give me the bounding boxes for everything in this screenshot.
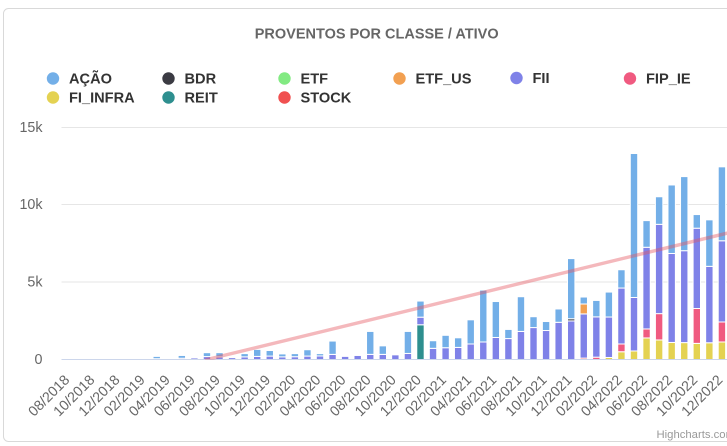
svg-text:FII: FII bbox=[533, 71, 550, 87]
svg-text:15k: 15k bbox=[19, 120, 43, 136]
svg-text:FIP_IE: FIP_IE bbox=[646, 72, 691, 88]
svg-text:10k: 10k bbox=[19, 197, 43, 213]
svg-text:Highcharts.com: Highcharts.com bbox=[657, 429, 727, 441]
svg-text:0: 0 bbox=[35, 352, 43, 368]
svg-text:STOCK: STOCK bbox=[301, 91, 352, 107]
svg-text:REIT: REIT bbox=[185, 91, 218, 107]
svg-text:FI_INFRA: FI_INFRA bbox=[69, 91, 135, 107]
svg-text:AÇÃO: AÇÃO bbox=[69, 70, 112, 88]
svg-text:ETF: ETF bbox=[301, 72, 329, 88]
svg-text:ETF_US: ETF_US bbox=[416, 72, 472, 88]
svg-text:BDR: BDR bbox=[185, 72, 217, 88]
svg-text:5k: 5k bbox=[27, 275, 43, 291]
svg-text:PROVENTOS POR CLASSE / ATIVO: PROVENTOS POR CLASSE / ATIVO bbox=[255, 27, 499, 43]
